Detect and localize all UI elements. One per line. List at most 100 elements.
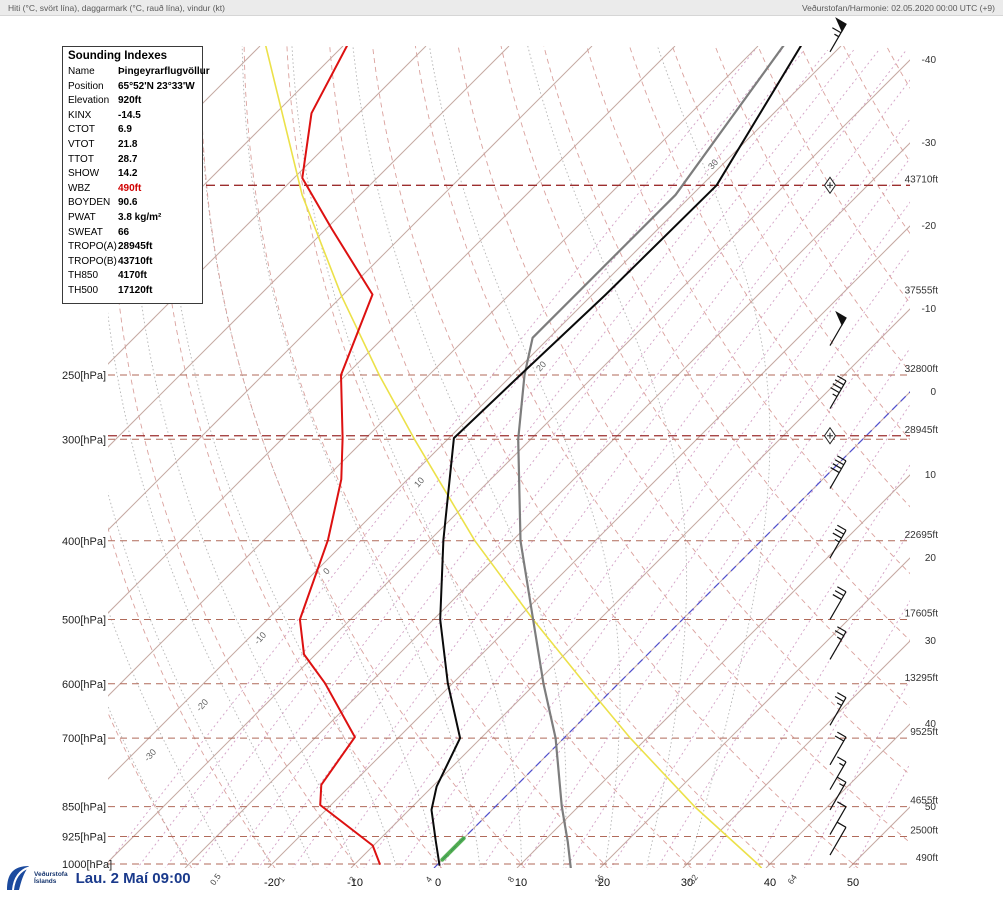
index-row: SWEAT 66 [68, 226, 130, 238]
valid-datetime: Lau. 2 Maí 09:00 [75, 869, 191, 887]
wind-barb [829, 586, 847, 620]
temp-axis-label: 40 [764, 877, 776, 889]
right-temp-label: -30 [922, 138, 937, 149]
plot-area [108, 46, 910, 868]
wind-barb [829, 455, 847, 489]
altitude-label: 9525ft [910, 727, 938, 738]
mixing-ratio-label: 1 [276, 874, 287, 884]
altitude-label: 32800ft [905, 364, 939, 375]
wind-barb [829, 375, 847, 409]
right-temp-label: -40 [922, 55, 937, 66]
panel-title: Sounding Indexes [68, 50, 168, 62]
mixing-ratio-lines [108, 49, 910, 868]
wind-barb [829, 731, 847, 766]
wind-barbs [829, 17, 847, 856]
wind-barb [829, 17, 847, 53]
altitude-label: 2500ft [910, 825, 938, 836]
footer-bar: Veðurstofa Íslands Lau. 2 Maí 09:00 [5, 864, 191, 892]
temperature-trace [430, 46, 802, 866]
right-temp-label: 0 [930, 387, 936, 398]
index-row: CTOT 6.9 [68, 124, 132, 136]
tropopause-marker [823, 176, 837, 195]
sounding-indexes-panel: Sounding Indexes Name Þingeyrarflugvöllur… [62, 46, 210, 304]
altitude-label: 43710ft [905, 174, 939, 185]
index-row: TTOT 28.7 [68, 153, 138, 165]
temp-axis-label: 20 [598, 877, 610, 889]
wind-barb [829, 524, 847, 559]
index-row: PWAT 3.8 kg/m² [68, 211, 162, 223]
wind-barb [829, 692, 847, 726]
adiabat-inline-label: 30 [706, 157, 720, 171]
grid-pressure-lines [108, 374, 910, 865]
right-temp-label: 10 [925, 470, 937, 481]
index-row: TROPO(B) 43710ft [68, 255, 153, 267]
tropopause-lines [108, 184, 910, 437]
right-temp-label: 30 [925, 636, 937, 647]
altitude-label: 22695ft [905, 530, 939, 541]
index-row: TH500 17120ft [68, 284, 153, 296]
index-row: VTOT 21.8 [68, 138, 138, 150]
altitude-label: 4655ft [910, 796, 938, 807]
pressure-axis-label: 400[hPa] [62, 536, 106, 548]
adiabat-inline-label: 20 [534, 359, 548, 373]
pressure-axis-label: 925[hPa] [62, 831, 106, 843]
wind-barb [829, 310, 847, 346]
freezing-isotherm [433, 391, 910, 868]
org-name: Veðurstofa Íslands [34, 870, 68, 886]
axis-labels: 250[hPa] 300[hPa] 400[hPa] 500[hPa] 600[hPa]… [62, 55, 938, 889]
header-bar: Hiti (°C, svört lína), daggarmark (°C, r… [0, 0, 1003, 16]
index-row: TH850 4170ft [68, 270, 147, 282]
mixing-ratio-label: 64 [785, 872, 799, 886]
mixing-ratio-label: 4 [423, 874, 434, 884]
adiabat-inline-label: -20 [194, 697, 210, 713]
wind-barb [829, 801, 847, 835]
pressure-axis-label: 300[hPa] [62, 434, 106, 446]
adiabat-inline-label: -30 [142, 747, 158, 763]
isa-reference-trace [517, 46, 785, 868]
vedurstofa-logo [7, 866, 30, 891]
pressure-axis-label: 500[hPa] [62, 614, 106, 626]
index-row: SHOW 14.2 [68, 168, 138, 180]
dewpoint-trace [298, 46, 382, 866]
mixing-ratio-label: 8 [505, 874, 516, 884]
wind-barb [829, 756, 847, 790]
temp-axis-label: 0 [435, 877, 441, 889]
adiabat-inline-label: 10 [412, 475, 426, 489]
temp-axis-label: 50 [847, 877, 859, 889]
wind-barb [829, 821, 847, 856]
altitude-label: 17605ft [905, 608, 939, 619]
right-temp-label: 20 [925, 553, 937, 564]
altitude-label: 13295ft [905, 673, 939, 684]
right-temp-label: 50 [925, 802, 937, 813]
pressure-axis-label: 250[hPa] [62, 370, 106, 382]
pressure-axis-label: 1000[hPa] [62, 859, 112, 871]
mixing-ratio-label: 2 [347, 874, 358, 884]
temp-axis-label: 10 [515, 877, 527, 889]
tropopause-marker [823, 426, 837, 445]
pressure-axis-label: 850[hPa] [62, 802, 106, 814]
pressure-axis-label: 600[hPa] [62, 679, 106, 691]
right-temp-label: -20 [922, 221, 937, 232]
altitude-label: 490ft [916, 853, 938, 864]
temp-axis-label: -10 [347, 877, 363, 889]
index-row: KINX -14.5 [68, 109, 141, 121]
index-row: WBZ 490ft [68, 182, 142, 194]
isotherms [108, 46, 910, 868]
freezing-level-marker [440, 836, 466, 862]
index-row: Position 65°52'N 23°33'W [68, 80, 195, 92]
temp-axis-label: -20 [264, 877, 280, 889]
wind-barb [829, 776, 847, 811]
header-model-run-label: Veðurstofan/Harmonie: 02.05.2020 00:00 U… [801, 2, 995, 13]
index-row: BOYDEN 90.6 [68, 197, 138, 209]
temp-axis-label: 30 [681, 877, 693, 889]
index-row: TROPO(A) 28945ft [68, 241, 153, 253]
wind-barb [829, 626, 847, 660]
index-row: Name Þingeyrarflugvöllur [68, 66, 210, 77]
index-rows: Name Þingeyrarflugvöllur Position 65°52'N 2… [68, 65, 210, 299]
pressure-axis-label: 700[hPa] [62, 733, 106, 745]
adiabat-inline-label: 0 [321, 566, 332, 576]
altitude-label: 28945ft [905, 425, 939, 436]
header-legend-label: Hiti (°C, svört lína), daggarmark (°C, r… [8, 2, 225, 13]
mixing-ratio-label: 0.5 [208, 871, 223, 887]
